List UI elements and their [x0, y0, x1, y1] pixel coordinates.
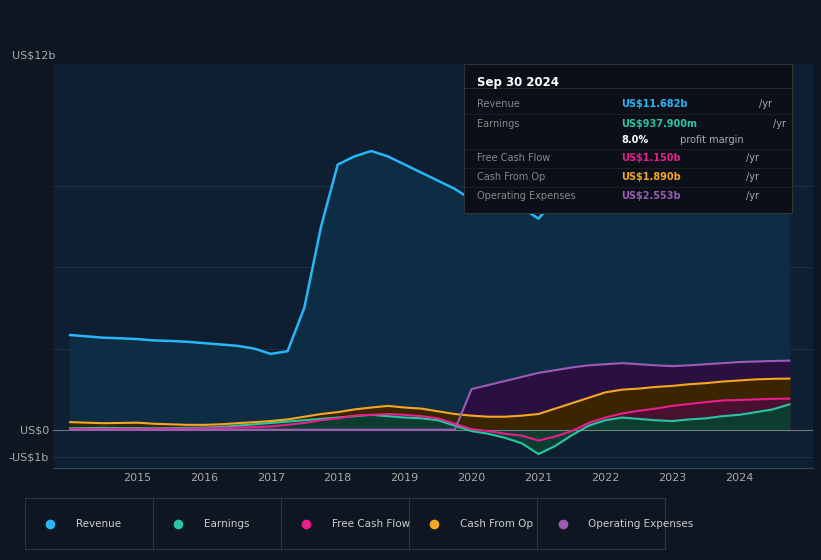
Text: US$1.890b: US$1.890b: [621, 172, 681, 182]
Text: Cash From Op: Cash From Op: [460, 519, 533, 529]
Text: US$1.150b: US$1.150b: [621, 153, 681, 163]
Text: Operating Expenses: Operating Expenses: [477, 192, 576, 202]
Text: profit margin: profit margin: [677, 135, 743, 145]
Text: US$12b: US$12b: [11, 50, 55, 60]
Text: /yr: /yr: [759, 100, 773, 109]
Text: /yr: /yr: [745, 172, 759, 182]
Text: Operating Expenses: Operating Expenses: [588, 519, 694, 529]
Text: 8.0%: 8.0%: [621, 135, 649, 145]
Text: Sep 30 2024: Sep 30 2024: [477, 76, 559, 89]
Text: US$11.682b: US$11.682b: [621, 100, 688, 109]
Text: Free Cash Flow: Free Cash Flow: [332, 519, 410, 529]
Text: /yr: /yr: [773, 119, 787, 129]
Text: Earnings: Earnings: [477, 119, 520, 129]
Text: /yr: /yr: [745, 192, 759, 202]
Text: Revenue: Revenue: [76, 519, 121, 529]
Text: Revenue: Revenue: [477, 100, 520, 109]
Text: /yr: /yr: [745, 153, 759, 163]
Text: US$937.900m: US$937.900m: [621, 119, 698, 129]
Text: US$2.553b: US$2.553b: [621, 192, 681, 202]
Text: Earnings: Earnings: [204, 519, 250, 529]
Text: Free Cash Flow: Free Cash Flow: [477, 153, 550, 163]
Text: Cash From Op: Cash From Op: [477, 172, 545, 182]
